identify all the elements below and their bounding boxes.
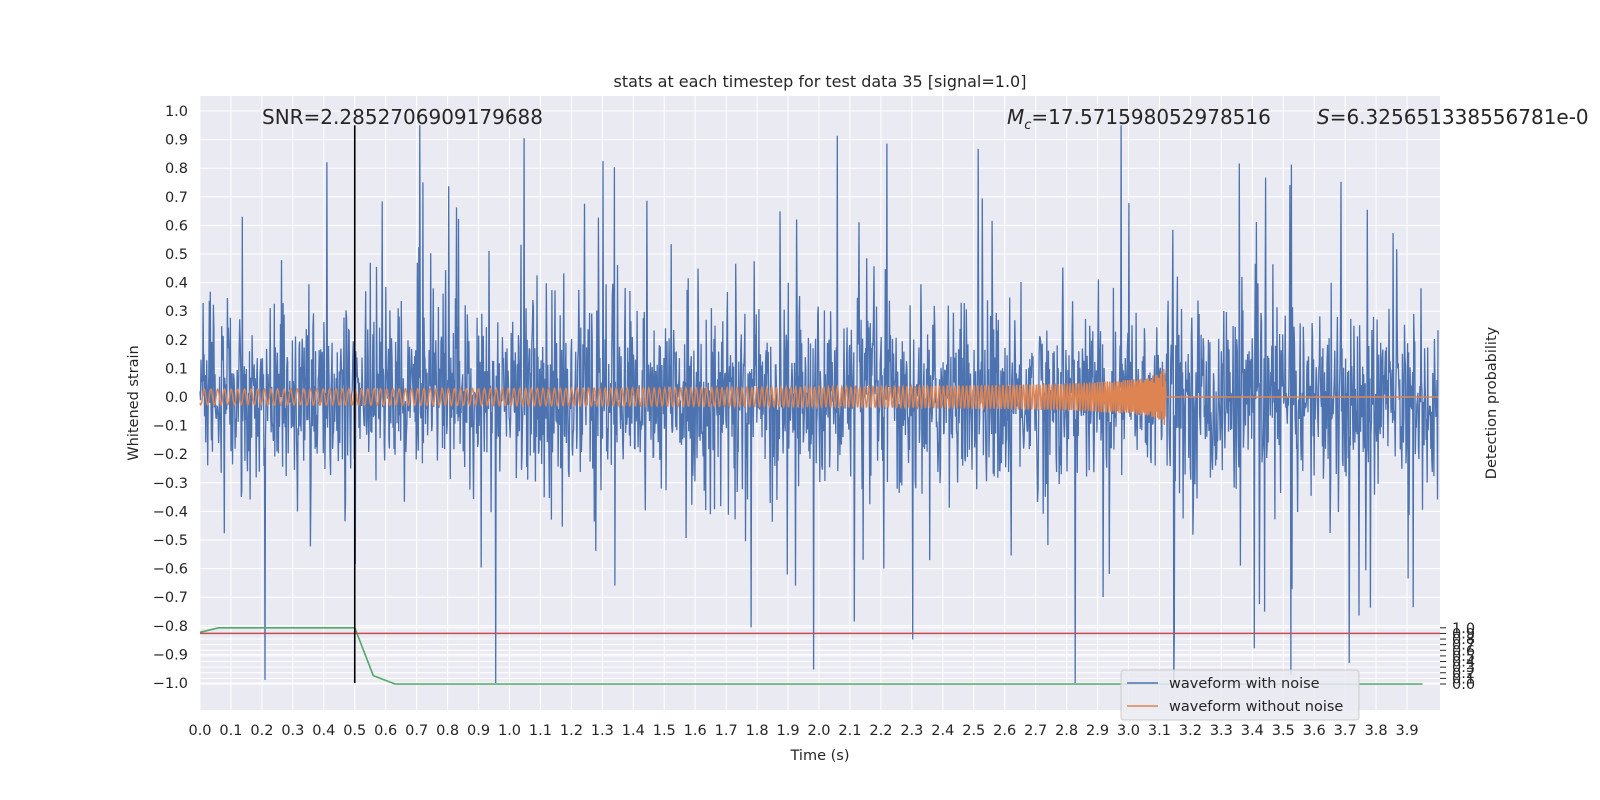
x-tick-label: 0.3	[281, 723, 304, 739]
y-tick-label: −0.4	[153, 504, 188, 520]
mc-value: =17.571598052978516	[1031, 105, 1270, 129]
s-annotation: S=6.325651338556781e-0	[1317, 105, 1589, 129]
y-tick-label: 1.0	[165, 104, 188, 120]
y-tick-label: −0.5	[153, 533, 188, 549]
y-tick-label: 0.0	[165, 390, 188, 406]
y-axis-label-right: Detection probability	[1484, 326, 1500, 479]
x-tick-label: 0.1	[219, 723, 242, 739]
x-tick-label: 2.2	[869, 723, 892, 739]
y-tick-label: −0.7	[153, 590, 188, 606]
x-tick-label: 3.1	[1148, 723, 1171, 739]
y-tick-label: 0.2	[165, 333, 188, 349]
x-tick-label: 1.0	[498, 723, 521, 739]
y-right-tick-label: 1.0	[1452, 621, 1475, 637]
x-tick-label: 2.4	[931, 723, 954, 739]
x-tick-label: 3.0	[1117, 723, 1140, 739]
y-right-tick-label: 0.9	[1452, 626, 1475, 642]
x-tick-label: 3.2	[1179, 723, 1202, 739]
x-tick-label: 3.7	[1334, 723, 1357, 739]
x-tick-label: 3.4	[1241, 723, 1264, 739]
x-tick-label: 2.9	[1086, 723, 1109, 739]
y-tick-label: −0.1	[153, 419, 188, 435]
x-tick-label: 0.8	[436, 723, 459, 739]
x-tick-label: 3.9	[1396, 723, 1419, 739]
legend-label-clean: waveform without noise	[1169, 699, 1343, 715]
x-tick-label: 1.9	[777, 723, 800, 739]
x-tick-label: 1.3	[591, 723, 614, 739]
x-tick-label: 2.0	[807, 723, 830, 739]
x-tick-label: 2.7	[1024, 723, 1047, 739]
y-tick-label: 0.4	[165, 276, 188, 292]
y-tick-label: −0.8	[153, 619, 188, 635]
y-right-tick-label: 0.7	[1452, 638, 1475, 654]
s-symbol: S	[1317, 105, 1330, 129]
chart-title: stats at each timestep for test data 35 …	[614, 72, 1027, 91]
x-tick-label: 0.7	[405, 723, 428, 739]
y-tick-label: 0.1	[165, 361, 188, 377]
x-tick-label: 3.6	[1303, 723, 1326, 739]
y-right-tick-label: 0.8	[1452, 632, 1475, 648]
series-waveform-without-noise	[199, 368, 1438, 425]
x-tick-label: 2.5	[962, 723, 985, 739]
s-value: =6.325651338556781e-0	[1330, 105, 1589, 129]
x-tick-label: 0.5	[343, 723, 366, 739]
series-waveform-with-noise	[199, 125, 1439, 684]
x-tick-label: 0.4	[312, 723, 335, 739]
x-tick-label: 1.7	[715, 723, 738, 739]
x-axis-ticks: 0.0 0.1 0.2 0.3 0.4 0.5 0.6 0.7 0.8 0.9 1.0 1.1 1.2 1…	[188, 723, 1418, 739]
mc-symbol: M	[1007, 105, 1024, 129]
y-right-tick-label: 0.0	[1452, 677, 1475, 693]
y-right-tick-label: 0.4	[1452, 655, 1475, 671]
mc-annotation: Mc=17.571598052978516	[1007, 105, 1271, 133]
y-tick-label: 0.6	[165, 218, 188, 234]
y-right-tick-label: 0.2	[1452, 666, 1475, 682]
y-tick-label: 0.8	[165, 161, 188, 177]
x-tick-label: 0.2	[250, 723, 273, 739]
legend-label-noise: waveform with noise	[1169, 676, 1320, 692]
y-axis-ticks-left: 1.0 0.9 0.8 0.7 0.6 0.5 0.4 0.3 0.2 0.1 0.0 −0.1 −0.…	[153, 104, 188, 692]
y-tick-label: 0.5	[165, 247, 188, 263]
x-tick-label: 1.1	[529, 723, 552, 739]
y-right-tick-label: 0.6	[1452, 643, 1475, 659]
waveform-without-noise-line	[199, 368, 1438, 425]
y-axis-ticks-right: 1.00.90.80.70.60.50.40.30.20.10.0	[1440, 621, 1475, 693]
y-right-tick-label: 0.3	[1452, 660, 1475, 676]
y-tick-label: −1.0	[153, 676, 188, 692]
x-tick-label: 0.0	[188, 723, 211, 739]
x-tick-label: 2.8	[1055, 723, 1078, 739]
x-tick-label: 1.6	[684, 723, 707, 739]
waveform-with-noise-line	[199, 125, 1439, 684]
y-tick-label: −0.3	[153, 476, 188, 492]
legend: waveform with noise waveform without noi…	[1120, 669, 1360, 721]
x-tick-label: 3.3	[1210, 723, 1233, 739]
y-tick-label: 0.3	[165, 304, 188, 320]
snr-annotation: SNR=2.2852706909179688	[262, 105, 543, 129]
x-tick-label: 1.8	[746, 723, 769, 739]
y-tick-label: 0.7	[165, 190, 188, 206]
x-tick-label: 1.4	[622, 723, 645, 739]
mc-subscript: c	[1024, 118, 1031, 133]
x-tick-label: 2.6	[993, 723, 1016, 739]
y-tick-label: −0.6	[153, 562, 188, 578]
x-tick-label: 3.5	[1272, 723, 1295, 739]
x-tick-label: 0.6	[374, 723, 397, 739]
x-tick-label: 2.3	[900, 723, 923, 739]
markers	[200, 125, 1440, 683]
y-right-tick-label: 0.5	[1452, 649, 1475, 665]
x-tick-label: 2.1	[838, 723, 861, 739]
x-tick-label: 0.9	[467, 723, 490, 739]
y-tick-label: −0.2	[153, 447, 188, 463]
x-tick-label: 1.2	[560, 723, 583, 739]
legend-box	[1120, 669, 1360, 721]
y-tick-label: −0.9	[153, 647, 188, 663]
x-axis-label: Time (s)	[790, 748, 850, 764]
y-axis-label-left: Whitened strain	[126, 345, 142, 460]
y-right-tick-label: 0.1	[1452, 671, 1475, 687]
y-tick-label: 0.9	[165, 133, 188, 149]
x-tick-label: 1.5	[653, 723, 676, 739]
x-tick-label: 3.8	[1365, 723, 1388, 739]
